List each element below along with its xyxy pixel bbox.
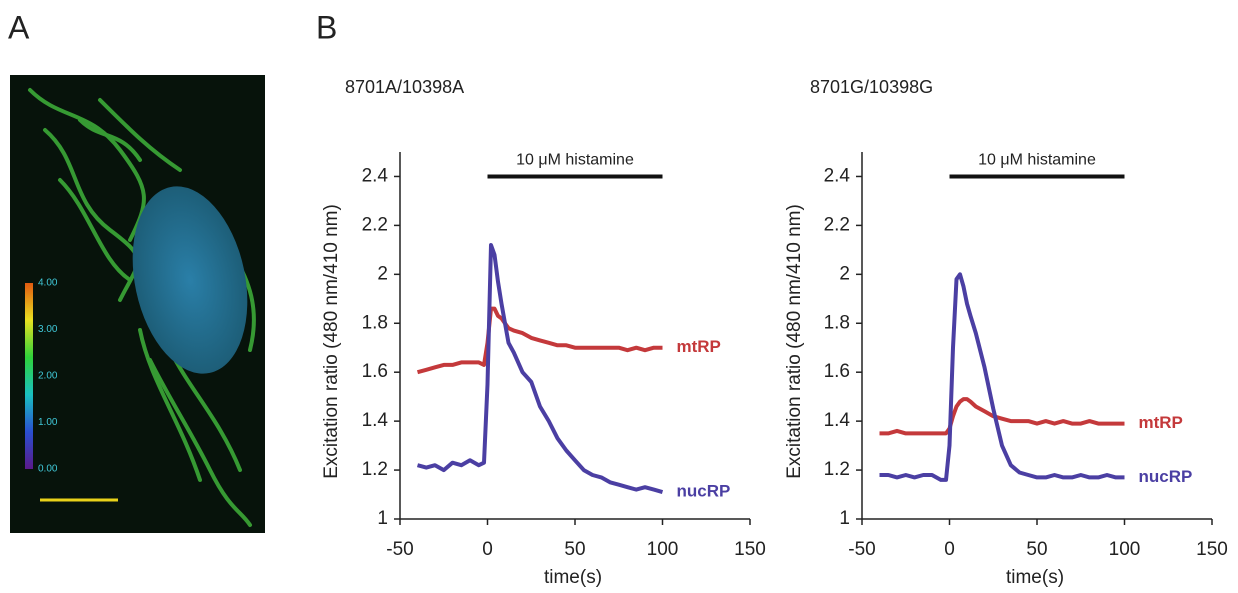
y-tick-label: 1.2: [362, 459, 388, 480]
y-tick-label: 2.2: [362, 214, 388, 235]
x-tick-label: 100: [647, 539, 679, 560]
series-label: nucRP: [677, 482, 731, 501]
y-tick-label: 1.4: [362, 410, 389, 431]
x-tick-label: 50: [564, 539, 585, 560]
y-tick-label: 1.4: [824, 410, 851, 431]
x-tick-label: 50: [1026, 539, 1047, 560]
stimulus-label: 10 μM histamine: [516, 152, 634, 169]
x-tick-label: -50: [848, 539, 875, 560]
y-tick-label: 1: [377, 508, 388, 529]
colorbar-label: 3.00: [38, 324, 58, 335]
colorbar-label: 0.00: [38, 464, 58, 475]
x-tick-label: -50: [386, 539, 413, 560]
colorbar-label: 1.00: [38, 417, 58, 428]
series-line: [416, 306, 663, 375]
y-tick-label: 1.2: [824, 459, 850, 480]
y-tick-label: 2.2: [824, 214, 850, 235]
chart-title: 8701A/10398A: [345, 77, 464, 97]
y-axis-label: Excitation ratio (480 nm/410 nm): [784, 204, 805, 479]
x-tick-label: 0: [482, 539, 493, 560]
stimulus-label: 10 μM histamine: [978, 152, 1096, 169]
y-tick-label: 2.4: [362, 165, 389, 186]
series-line: [879, 397, 1125, 436]
series-line: [879, 272, 1125, 482]
panel-label: A: [8, 9, 30, 45]
x-tick-label: 150: [1196, 539, 1228, 560]
series-line: [416, 243, 664, 495]
series-label: mtRP: [1139, 413, 1183, 432]
colorbar-label: 2.00: [38, 371, 58, 382]
y-tick-label: 1.8: [824, 312, 850, 333]
y-tick-label: 1.6: [824, 361, 850, 382]
y-tick-label: 1: [839, 508, 850, 529]
chart-title: 8701G/10398G: [810, 77, 933, 97]
y-axis-label: Excitation ratio (480 nm/410 nm): [321, 204, 342, 479]
x-axis-label: time(s): [544, 567, 602, 588]
x-tick-label: 0: [944, 539, 955, 560]
y-tick-label: 1.6: [362, 361, 388, 382]
x-tick-label: 150: [734, 539, 766, 560]
series-label: nucRP: [1139, 467, 1193, 486]
y-tick-label: 1.8: [362, 312, 388, 333]
x-tick-label: 100: [1109, 539, 1141, 560]
series-label: mtRP: [677, 337, 721, 356]
colorbar-label: 4.00: [38, 278, 58, 289]
y-tick-label: 2.4: [824, 165, 851, 186]
micrograph: [10, 75, 265, 533]
y-tick-label: 2: [839, 263, 850, 284]
x-axis-label: time(s): [1006, 567, 1064, 588]
panel-label: B: [316, 9, 337, 45]
y-tick-label: 2: [377, 263, 388, 284]
